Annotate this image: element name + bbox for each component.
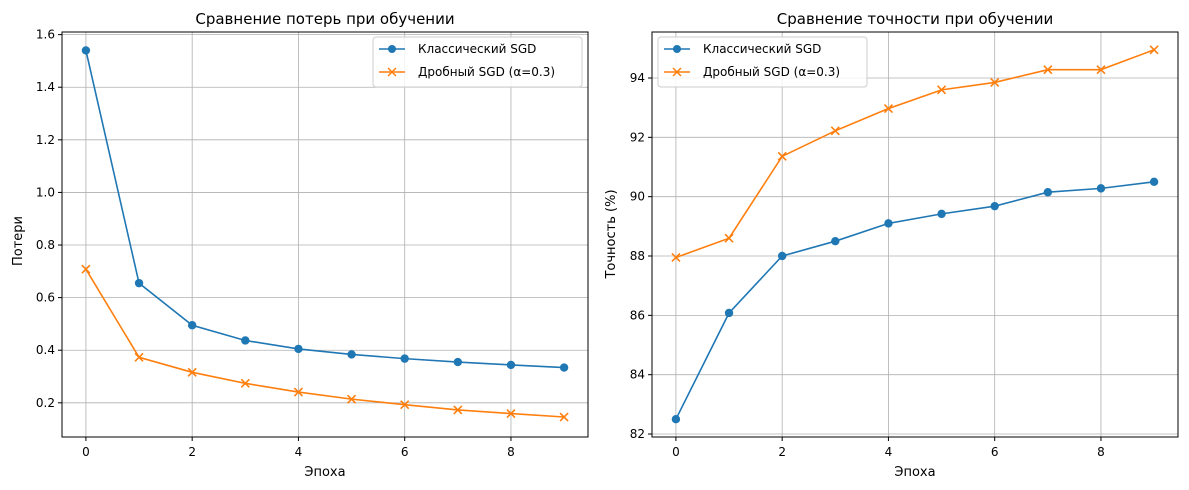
loss-point-fractional xyxy=(400,400,410,410)
loss-legend-classic: Классический SGD xyxy=(418,42,536,56)
accuracy-xtick-label: 2 xyxy=(778,445,786,459)
loss-point-fractional xyxy=(293,387,303,397)
loss-xtick-label: 2 xyxy=(188,445,196,459)
accuracy-xtick-label: 4 xyxy=(885,445,893,459)
loss-point-fractional xyxy=(240,378,250,388)
accuracy-point-fractional xyxy=(724,233,734,243)
loss-point-classic xyxy=(559,363,569,372)
accuracy-ytick-label: 90 xyxy=(630,190,645,204)
loss-ytick-label: 0.2 xyxy=(36,396,55,410)
accuracy-point-fractional xyxy=(777,151,787,161)
accuracy-legend-marker-fractional xyxy=(672,67,682,77)
accuracy-point-fractional xyxy=(1043,65,1053,75)
loss-point-classic xyxy=(506,360,516,370)
loss-chart-xlabel: Эпоха xyxy=(304,465,345,480)
loss-ytick-label: 0.4 xyxy=(36,343,55,357)
accuracy-series-line-1 xyxy=(675,49,1155,259)
loss-point-fractional xyxy=(347,394,357,404)
loss-ytick-label: 1.6 xyxy=(36,28,55,42)
accuracy-point-fractional xyxy=(1149,45,1159,55)
loss-point-fractional xyxy=(453,405,463,415)
accuracy-xtick-label: 0 xyxy=(672,445,680,459)
accuracy-point-classic xyxy=(831,236,840,246)
accuracy-chart-xlabel: Эпоха xyxy=(894,465,935,480)
accuracy-point-classic xyxy=(1043,188,1053,197)
accuracy-point-classic xyxy=(724,308,734,318)
accuracy-point-classic xyxy=(1149,177,1159,187)
loss-point-fractional xyxy=(559,412,569,422)
loss-chart-frame xyxy=(61,31,589,438)
loss-point-classic xyxy=(134,278,144,288)
loss-point-classic xyxy=(453,357,463,367)
loss-point-classic xyxy=(81,46,91,55)
accuracy-chart-frame xyxy=(651,31,1179,438)
accuracy-point-fractional xyxy=(830,126,840,136)
loss-point-fractional xyxy=(134,352,144,362)
accuracy-xtick-label: 8 xyxy=(1097,445,1105,459)
accuracy-point-classic xyxy=(884,219,893,228)
accuracy-chart: Сравнение точности при обучении Эпоха То… xyxy=(604,10,1179,480)
accuracy-chart-ylabel: Точность (%) xyxy=(604,189,619,279)
loss-point-classic xyxy=(347,350,356,359)
loss-chart: Сравнение потерь при обучении Эпоха Поте… xyxy=(11,10,589,480)
accuracy-legend-fractional: Дробный SGD (α=0.3) xyxy=(703,65,840,79)
loss-chart-legend: Классический SGD Дробный SGD (α=0.3) xyxy=(372,36,583,88)
loss-point-fractional xyxy=(187,367,197,377)
accuracy-point-fractional xyxy=(990,77,1000,88)
accuracy-ytick-label: 84 xyxy=(630,368,645,382)
loss-xtick-label: 4 xyxy=(295,445,303,459)
accuracy-series-line-0 xyxy=(675,181,1155,420)
loss-legend-fractional: Дробный SGD (α=0.3) xyxy=(418,65,555,79)
loss-series-line-1 xyxy=(85,268,565,418)
loss-point-classic xyxy=(400,354,409,363)
accuracy-ytick-label: 94 xyxy=(630,71,645,85)
loss-xtick-label: 8 xyxy=(507,445,515,459)
accuracy-point-fractional xyxy=(1096,65,1106,75)
accuracy-point-fractional xyxy=(883,103,893,114)
loss-point-classic xyxy=(294,344,303,354)
loss-chart-title: Сравнение потерь при обучении xyxy=(195,10,454,28)
loss-chart-ylabel: Потери xyxy=(11,216,26,266)
loss-legend-marker-classic xyxy=(388,45,396,53)
loss-ytick-label: 1.2 xyxy=(36,133,55,147)
accuracy-ytick-label: 92 xyxy=(630,130,645,144)
accuracy-point-classic xyxy=(937,209,946,219)
accuracy-point-classic xyxy=(671,414,681,424)
loss-ytick-label: 0.6 xyxy=(36,291,55,305)
accuracy-chart-title: Сравнение точности при обучении xyxy=(777,10,1053,28)
loss-ytick-label: 1.0 xyxy=(36,185,55,199)
loss-xtick-label: 0 xyxy=(82,445,90,459)
loss-point-classic xyxy=(187,321,197,330)
accuracy-ytick-label: 88 xyxy=(630,249,645,263)
loss-point-fractional xyxy=(506,409,516,419)
accuracy-point-classic xyxy=(1096,184,1106,193)
accuracy-ytick-label: 82 xyxy=(630,427,645,441)
accuracy-point-classic xyxy=(777,251,787,261)
loss-series-line-0 xyxy=(85,50,565,369)
loss-ytick-label: 1.4 xyxy=(36,80,55,94)
accuracy-point-fractional xyxy=(937,85,947,95)
accuracy-chart-legend: Классический SGD Дробный SGD (α=0.3) xyxy=(657,36,868,88)
accuracy-legend-marker-classic xyxy=(673,45,681,53)
loss-xtick-label: 6 xyxy=(401,445,409,459)
accuracy-xtick-label: 6 xyxy=(991,445,999,459)
accuracy-ytick-label: 86 xyxy=(630,308,645,322)
accuracy-legend-classic: Классический SGD xyxy=(703,42,821,56)
loss-legend-marker-fractional xyxy=(387,67,397,77)
loss-point-classic xyxy=(241,336,250,345)
loss-point-fractional xyxy=(81,264,91,274)
accuracy-point-fractional xyxy=(671,252,681,263)
accuracy-point-classic xyxy=(990,201,999,211)
loss-ytick-label: 0.8 xyxy=(36,238,55,252)
